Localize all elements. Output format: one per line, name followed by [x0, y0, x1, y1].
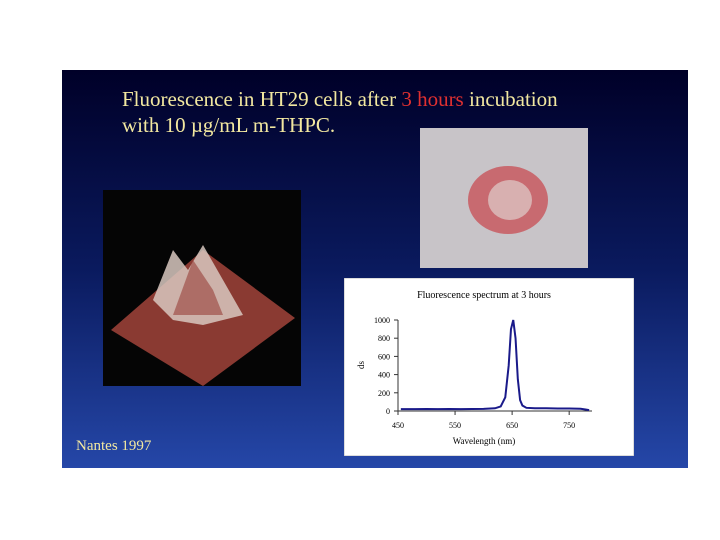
x-tick-label: 750 — [563, 421, 575, 430]
title-text: with 10 µg/mL m-THPC. — [122, 113, 336, 137]
y-tick-label: 400 — [378, 371, 390, 380]
x-axis-label: Wavelength (nm) — [453, 436, 516, 446]
x-tick-label: 650 — [506, 421, 518, 430]
micrograph-image — [420, 128, 588, 268]
y-tick-label: 200 — [378, 389, 390, 398]
chart: Fluorescence spectrum at 3 hours Wavelen… — [344, 278, 634, 456]
title-text: Fluorescence in HT29 cells after — [122, 87, 402, 111]
y-tick-label: 1000 — [374, 316, 390, 325]
slide-title: Fluorescence in HT29 cells after 3 hours… — [122, 86, 558, 138]
surface-image — [103, 190, 301, 386]
slide: Fluorescence in HT29 cells after 3 hours… — [62, 70, 688, 468]
title-text: incubation — [463, 87, 558, 111]
y-tick-label: 800 — [378, 334, 390, 343]
title-highlight: 3 hours — [401, 87, 464, 111]
data-line — [400, 319, 590, 412]
y-axis-label: ds — [356, 361, 366, 370]
chart-title: Fluorescence spectrum at 3 hours — [417, 290, 551, 301]
footer-text: Nantes 1997 — [76, 438, 152, 454]
x-tick-label: 450 — [392, 421, 404, 430]
x-tick-label: 550 — [449, 421, 461, 430]
chart-background — [344, 278, 634, 456]
y-tick-label: 600 — [378, 352, 390, 361]
y-tick-label: 0 — [386, 407, 390, 416]
